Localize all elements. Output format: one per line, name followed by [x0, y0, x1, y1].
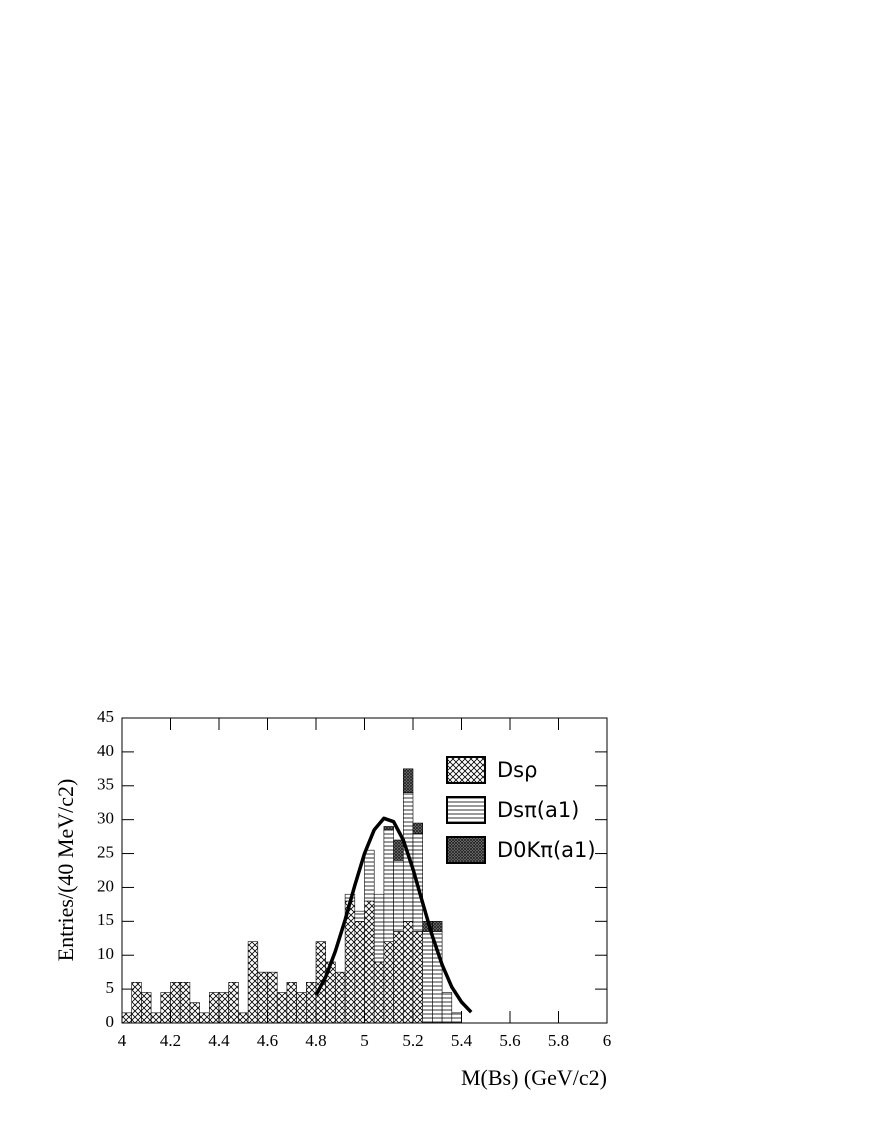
y-axis-label: Entries/(40 MeV/c2) — [53, 779, 78, 962]
x-tick-label: 4.8 — [305, 1031, 326, 1050]
histogram-bar — [286, 982, 297, 1024]
histogram-bar — [373, 961, 385, 1024]
histogram-bar — [209, 992, 220, 1024]
histogram-bar — [432, 921, 443, 932]
x-tick-label: 4.6 — [257, 1031, 278, 1050]
histogram-bar — [257, 971, 268, 1024]
y-tick-label: 35 — [97, 775, 114, 794]
histogram-bar — [373, 893, 385, 963]
histogram-bar — [383, 826, 394, 831]
histogram-bar — [131, 982, 142, 1024]
x-axis-label: M(Bs) (GeV/c2) — [461, 1065, 607, 1090]
x-tick-label: 4.4 — [208, 1031, 230, 1050]
histogram-bar — [199, 1012, 210, 1024]
y-tick-label: 30 — [97, 809, 114, 828]
histogram-bar — [160, 992, 171, 1024]
histogram-bar — [393, 860, 404, 932]
y-tick-label: 10 — [97, 944, 114, 963]
histogram-bar — [364, 849, 375, 902]
histogram-bar — [218, 992, 229, 1024]
legend-label: D0Kπ(a1) — [497, 838, 596, 862]
histogram-bar — [141, 992, 152, 1024]
x-tick-label: 4.2 — [160, 1031, 181, 1050]
histogram-bar — [247, 941, 259, 1024]
x-tick-label: 5.6 — [499, 1031, 520, 1050]
legend-label: Dsρ — [497, 758, 537, 782]
histogram-bar — [402, 921, 414, 1024]
histogram-bar — [451, 1012, 462, 1024]
y-tick-label: 15 — [97, 910, 114, 929]
histogram-bar — [393, 931, 404, 1024]
histogram-bar — [276, 992, 288, 1024]
y-tick-label: 20 — [97, 876, 114, 895]
histogram-bar — [179, 982, 191, 1024]
histogram-bar — [364, 900, 375, 1024]
histogram-bar — [441, 992, 453, 1024]
x-tick-label: 5.2 — [402, 1031, 423, 1050]
y-tick-label: 0 — [106, 1012, 115, 1031]
histogram-bar — [121, 1012, 132, 1024]
histogram-bar — [402, 768, 414, 793]
legend-swatch — [446, 796, 486, 824]
histogram-bar — [393, 839, 404, 861]
histogram-bar — [335, 971, 346, 1024]
histogram-bar — [170, 982, 181, 1024]
histogram-bar — [296, 992, 307, 1024]
histogram-bar — [150, 1012, 162, 1024]
x-tick-label: 5 — [360, 1031, 369, 1050]
legend-swatch — [446, 836, 486, 864]
histogram-bar — [267, 971, 278, 1024]
histogram-bar — [228, 982, 239, 1024]
histogram-bar — [189, 1002, 200, 1024]
y-tick-label: 5 — [106, 978, 115, 997]
y-tick-label: 40 — [97, 741, 114, 760]
x-tick-label: 4 — [118, 1031, 127, 1050]
histogram-bar — [412, 822, 423, 834]
y-tick-label: 45 — [97, 707, 114, 726]
x-tick-label: 5.4 — [451, 1031, 473, 1050]
x-tick-label: 6 — [603, 1031, 612, 1050]
histogram-bar — [354, 921, 365, 1024]
histogram-bar — [354, 910, 365, 922]
fit-curve — [314, 816, 473, 1014]
legend-swatch — [446, 756, 486, 784]
histogram-bar — [422, 931, 433, 1024]
histogram-bar — [383, 941, 394, 1024]
histogram-bar — [383, 829, 394, 942]
x-tick-label: 5.8 — [548, 1031, 569, 1050]
histogram-bar — [305, 982, 317, 1024]
legend-label: Dsπ(a1) — [497, 798, 579, 822]
y-tick-label: 25 — [97, 842, 114, 861]
histogram-bar — [412, 931, 423, 1024]
histogram-bar — [238, 1012, 249, 1024]
